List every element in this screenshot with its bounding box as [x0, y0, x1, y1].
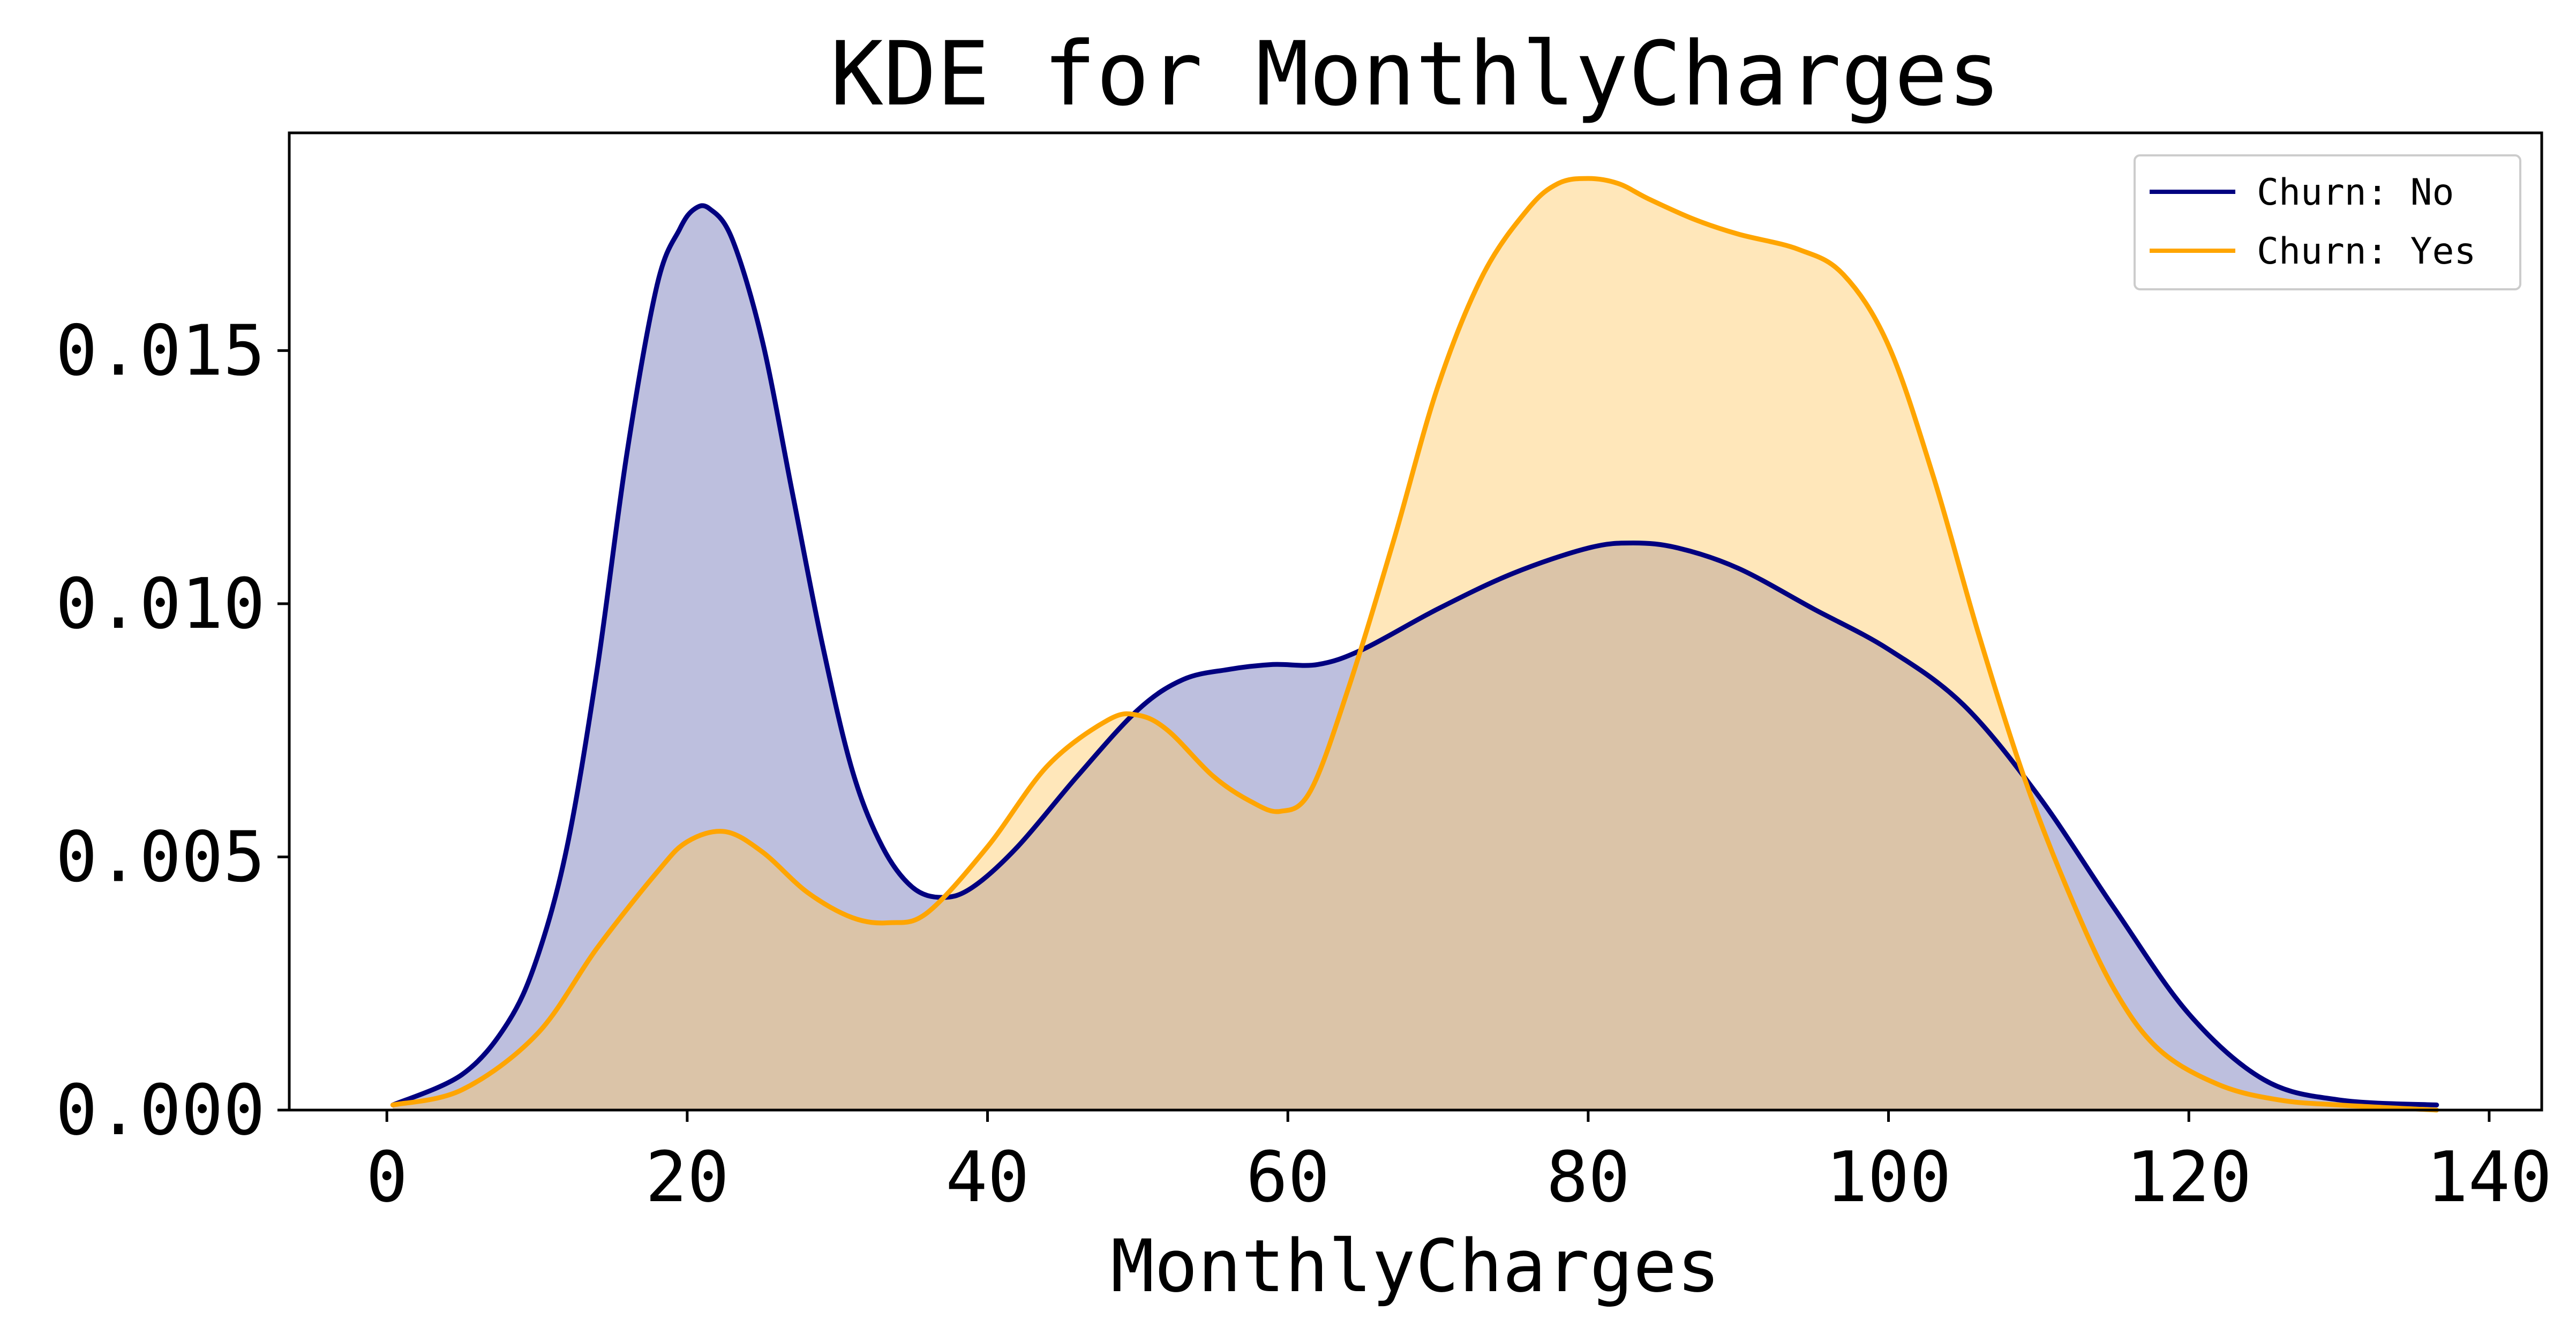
x-axis-label: MonthlyCharges [1111, 1224, 1721, 1308]
y-tick-label: 0.015 [56, 310, 265, 391]
density-line-churn-yes [390, 176, 2439, 1113]
chart-title: KDE for MonthlyCharges [830, 23, 2001, 125]
y-tick-label: 0.010 [56, 563, 265, 644]
x-tick-label: 0 [366, 1136, 408, 1218]
x-tick-label: 20 [645, 1136, 730, 1218]
x-tick-label: 120 [2126, 1136, 2252, 1218]
x-tick-label: 80 [1546, 1136, 1631, 1218]
density-area-churn-yes [393, 178, 2437, 1111]
legend: Churn: No Churn: Yes [2134, 154, 2521, 290]
x-tick-label: 40 [945, 1136, 1030, 1218]
x-tick-label: 140 [2426, 1136, 2552, 1218]
y-tick-label: 0.005 [56, 816, 265, 897]
x-tick-label: 60 [1246, 1136, 1330, 1218]
density-line-churn-no [390, 203, 2439, 1107]
plot-frame [288, 131, 2543, 1112]
x-axis-ticks: 0 20 40 60 80 100 120 140 [366, 1110, 2552, 1218]
y-tick-label: 0.000 [56, 1069, 265, 1151]
density-fills [393, 178, 2437, 1111]
y-axis-ticks: 0.000 0.005 0.010 0.015 [56, 310, 289, 1151]
density-area-churn-no [393, 205, 2437, 1110]
legend-box [2134, 154, 2521, 290]
legend-label-churn-no: Churn: No [2257, 171, 2454, 214]
density-lines [390, 176, 2439, 1113]
legend-label-churn-yes: Churn: Yes [2257, 230, 2476, 273]
x-tick-label: 100 [1826, 1136, 1951, 1218]
